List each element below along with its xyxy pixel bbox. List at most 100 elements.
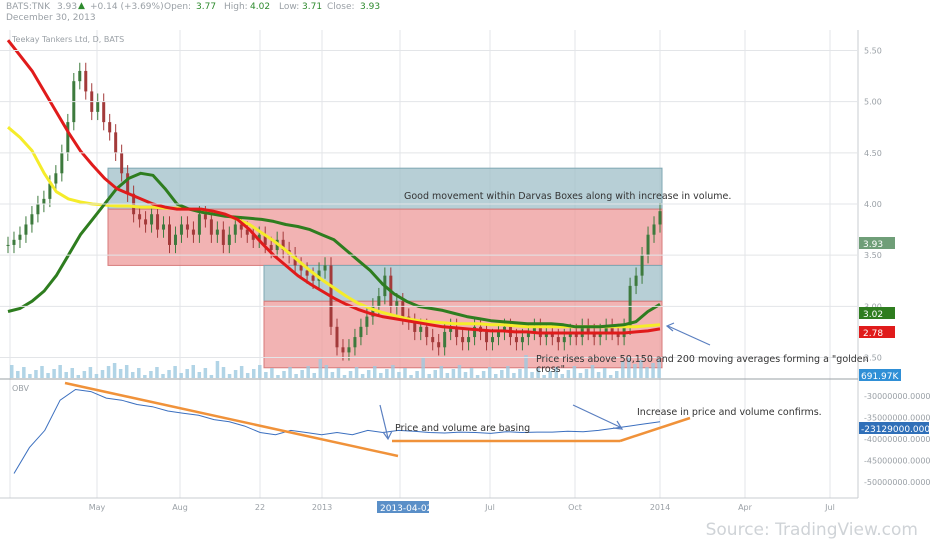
price-bar-body [126, 173, 130, 194]
price-bar-body [658, 211, 662, 225]
basing-annotation: Price and volume are basing [395, 423, 530, 434]
price-bar-body [562, 337, 566, 343]
price-bar-body [191, 229, 195, 235]
price-bar-body [485, 331, 489, 343]
price-bar-body [532, 326, 536, 332]
volume-bar [348, 371, 353, 378]
low-label: Low: [279, 2, 300, 12]
volume-bar [542, 375, 546, 378]
ma150-line [7, 126, 661, 329]
y-tick-label: 5.00 [864, 98, 882, 107]
volume-bar [245, 373, 250, 378]
price-bar-body [179, 224, 183, 235]
cursor-date-badge: 2013-04-02 [377, 501, 432, 514]
volume-bar [548, 371, 552, 378]
price-bar-body [263, 234, 267, 245]
volume-bar [270, 368, 274, 378]
y-tick-label: 4.50 [864, 149, 882, 158]
price-bar-body [419, 326, 423, 332]
price-bar-body [491, 337, 495, 343]
price-bar-body [520, 337, 524, 343]
volume-bar [149, 371, 153, 378]
ma200-badge: 2.78 [859, 326, 895, 339]
cursor-date-text: 2013-04-02 [380, 504, 432, 514]
price-bar-body [30, 214, 34, 225]
volume-bar [608, 375, 613, 378]
golden-cross-arrow-head [665, 322, 675, 332]
price-bar-body [6, 244, 10, 246]
volume-bar [221, 367, 226, 378]
volume-bar [433, 370, 437, 378]
obv-tick-label: -50000000.0000 [864, 478, 931, 487]
volume-bar [143, 375, 147, 378]
price-bar-body [634, 275, 638, 286]
volume-bar [131, 372, 135, 378]
price-bar-body [502, 326, 506, 332]
study-title: Teekay Tankers Ltd, D, BATS [11, 35, 124, 44]
obv-badge: -23129000.0000 [859, 422, 932, 435]
obv-label: OBV [12, 384, 30, 393]
price-bar-body [305, 270, 309, 276]
low-value: 3.71 [302, 2, 323, 12]
volume-bar [366, 370, 371, 378]
volume-bar [633, 364, 637, 378]
price-bar-body [610, 326, 614, 332]
price-bar-body [215, 229, 219, 235]
darvas-box-blue [107, 167, 663, 210]
price-bar-body [311, 275, 315, 281]
price-bar-body [48, 183, 52, 199]
last-price: 3.93 [57, 2, 78, 12]
volume-bar [215, 361, 220, 378]
price-bar-body [36, 204, 40, 215]
volume-bar [70, 368, 74, 378]
volume-bar [288, 367, 292, 378]
x-tick-label: 22 [255, 503, 265, 512]
volume-bar [179, 373, 183, 378]
price-bar-body [556, 337, 560, 343]
volume-bar [306, 366, 310, 378]
basing-arrow-head [382, 430, 393, 441]
volume-bar [602, 368, 607, 378]
volume-bar [469, 368, 474, 378]
price-bar-body [96, 101, 100, 112]
volume-bar [330, 372, 335, 378]
volume-bar [578, 373, 583, 378]
volume-bar [88, 367, 93, 378]
volume-bar [379, 373, 383, 378]
darvas-box-blue [263, 264, 663, 302]
price-badge-text: 3.93 [863, 240, 883, 250]
price-bar-body [341, 347, 345, 353]
price-bar-body [449, 326, 453, 332]
source-watermark: Source: TradingView.com [705, 520, 918, 540]
price-bar-body [251, 234, 255, 240]
obv-tick-label: -40000000.0000 [864, 435, 931, 444]
volume-bar [403, 368, 407, 378]
volume-bar [445, 373, 450, 378]
volume-bar [16, 371, 20, 378]
price-bars [6, 62, 662, 361]
high-label: High: [224, 2, 248, 12]
volume-bar [657, 359, 661, 378]
price-bar-body [371, 306, 375, 317]
price-bar-body [102, 101, 106, 123]
volume-bar [191, 365, 195, 378]
obv-badge-text: -23129000.0000 [861, 425, 932, 435]
volume-bar [621, 361, 625, 378]
volume-bar [100, 370, 105, 378]
obv-downtrend-line [64, 381, 399, 458]
volume-bar [94, 374, 99, 378]
legend-bar: BATS:TNK 3.93 ▲ +0.14 (+3.69%) Open: 3.7… [0, 0, 932, 32]
price-bar-body [239, 224, 243, 230]
volume-bar [572, 366, 577, 378]
volume-bar [451, 369, 456, 378]
price-bar-body [150, 214, 154, 225]
volume-bar [227, 374, 232, 378]
volume-bar [209, 375, 214, 378]
x-tick-label: Apr [738, 503, 753, 512]
volume-bar [506, 366, 510, 378]
volume-bar [40, 366, 44, 378]
volume-bar [427, 374, 431, 378]
volume-bar [342, 375, 347, 378]
ma200-badge-text: 2.78 [863, 329, 883, 339]
